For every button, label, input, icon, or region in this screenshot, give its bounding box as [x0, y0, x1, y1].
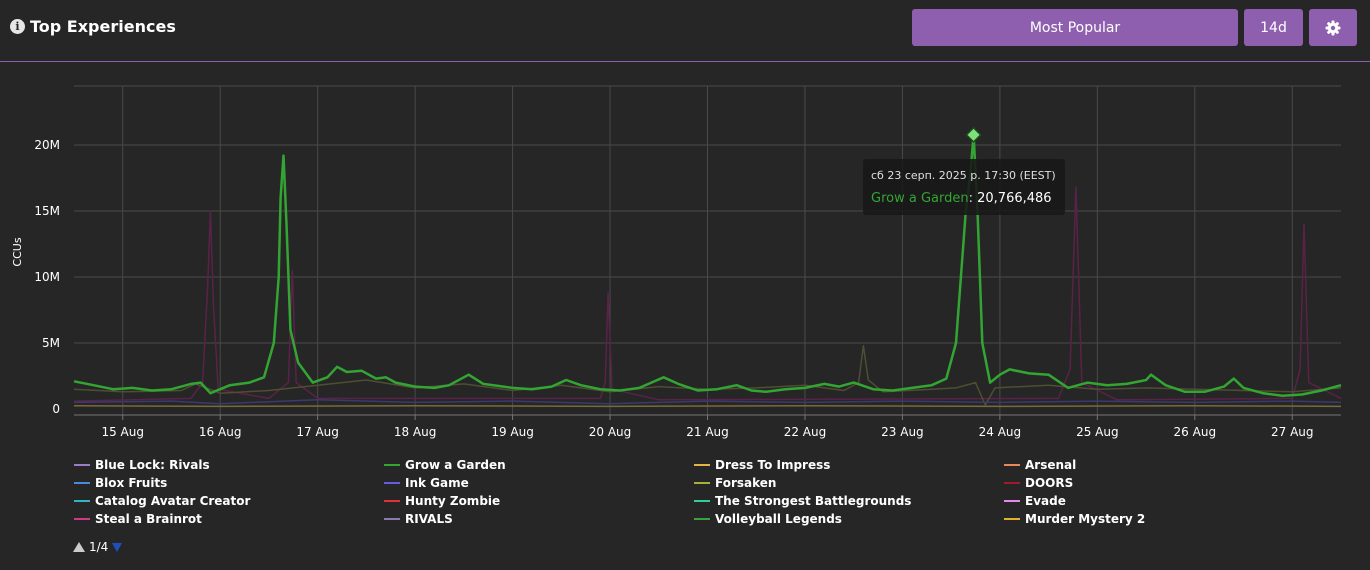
legend-item-volleyball-legends[interactable]: Volleyball Legends	[694, 512, 842, 526]
legend-swatch	[384, 464, 400, 466]
legend-item-the-strongest-battlegrounds[interactable]: The Strongest Battlegrounds	[694, 494, 911, 508]
legend-item-catalog-avatar-creator[interactable]: Catalog Avatar Creator	[74, 494, 250, 508]
legend-swatch	[384, 482, 400, 484]
legend-item-rivals[interactable]: RIVALS	[384, 512, 453, 526]
triangle-down-icon[interactable]	[112, 542, 123, 552]
legend-item-grow-a-garden[interactable]: Grow a Garden	[384, 458, 506, 472]
chart-series-main[interactable]	[73, 133, 1342, 398]
legend-swatch	[694, 518, 710, 520]
y-tick-label: 5M	[42, 336, 60, 350]
legend-swatch	[74, 500, 90, 502]
tooltip-value-line: Grow a Garden: 20,766,486	[871, 191, 1052, 206]
series-line-grow-a-garden[interactable]	[73, 133, 1342, 398]
x-tick-label: 26 Aug	[1174, 425, 1217, 439]
legend-item-murder-mystery-2[interactable]: Murder Mystery 2	[1004, 512, 1145, 526]
series-line-steal-a-brainrot[interactable]	[73, 186, 1342, 402]
tooltip-point-marker	[965, 126, 982, 144]
gear-icon	[1325, 20, 1341, 35]
legend-item-forsaken[interactable]: Forsaken	[694, 476, 776, 490]
legend-label: Volleyball Legends	[715, 512, 842, 526]
legend-item-ink-game[interactable]: Ink Game	[384, 476, 469, 490]
legend-label: Steal a Brainrot	[95, 512, 202, 526]
legend-swatch	[1004, 500, 1020, 502]
x-tick-label: 22 Aug	[784, 425, 827, 439]
line-chart: 0 5M 10M 15M 20M 15 Aug 16 Aug 17 Aug 18 Aug 19 A…	[11, 85, 1342, 439]
legend-item-doors[interactable]: DOORS	[1004, 476, 1073, 490]
sort-most-popular-button[interactable]: Most Popular	[912, 9, 1238, 46]
series-line-blox-fruits[interactable]	[73, 399, 1342, 405]
legend-swatch	[694, 482, 710, 484]
time-range-button[interactable]: 14d	[1244, 9, 1303, 46]
legend-swatch	[74, 518, 90, 520]
legend-swatch	[74, 482, 90, 484]
legend-page-indicator: 1/4	[89, 540, 109, 554]
x-tick-label: 20 Aug	[589, 425, 632, 439]
legend-label: The Strongest Battlegrounds	[715, 494, 912, 508]
legend-swatch	[1004, 482, 1020, 484]
legend-label: Dress To Impress	[715, 458, 831, 472]
tooltip-series-name: Grow a Garden	[871, 191, 969, 206]
y-tick-label: 10M	[34, 270, 60, 284]
legend-label: RIVALS	[405, 512, 453, 526]
chart-axes: 0 5M 10M 15M 20M 15 Aug 16 Aug 17 Aug 18 Aug 19 A…	[34, 138, 1341, 439]
legend-label: Blox Fruits	[95, 476, 168, 490]
legend-label: Hunty Zombie	[405, 494, 501, 508]
series-line-dress-to-impress[interactable]	[73, 404, 1342, 408]
legend-label: Grow a Garden	[405, 458, 506, 472]
legend-item-evade[interactable]: Evade	[1004, 494, 1066, 508]
legend-item-dress-to-impress[interactable]: Dress To Impress	[694, 458, 830, 472]
y-axis-label: CCUs	[11, 237, 24, 266]
triangle-up-icon[interactable]	[73, 542, 85, 552]
y-tick-label: 20M	[34, 138, 60, 152]
settings-button[interactable]	[1309, 9, 1357, 46]
legend-item-steal-a-brainrot[interactable]: Steal a Brainrot	[74, 512, 202, 526]
x-tick-label: 25 Aug	[1076, 425, 1119, 439]
legend-item-blue-lock-rivals[interactable]: Blue Lock: Rivals	[74, 458, 210, 472]
tooltip-value: 20,766,486	[977, 191, 1051, 206]
legend-item-blox-fruits[interactable]: Blox Fruits	[74, 476, 167, 490]
y-tick-label: 15M	[34, 204, 60, 218]
x-tick-label: 27 Aug	[1271, 425, 1314, 439]
legend-swatch	[694, 464, 710, 466]
legend-item-arsenal[interactable]: Arsenal	[1004, 458, 1076, 472]
legend-label: Arsenal	[1025, 458, 1077, 472]
x-tick-label: 18 Aug	[394, 425, 437, 439]
legend-swatch	[1004, 518, 1020, 520]
header: i Top Experiences Most Popular 14d	[0, 0, 1370, 62]
chart-legend: Blue Lock: Rivals Grow a Garden Dress To I…	[74, 458, 1354, 534]
chart-tooltip: сб 23 серп. 2025 р. 17:30 (EEST) Grow a …	[863, 159, 1065, 215]
x-tick-label: 21 Aug	[686, 425, 729, 439]
title-wrap: i Top Experiences	[10, 17, 176, 36]
legend-label: Forsaken	[715, 476, 777, 490]
tooltip-box	[863, 159, 1065, 215]
legend-pager: 1/4	[73, 540, 123, 554]
x-tick-label: 23 Aug	[881, 425, 924, 439]
legend-item-hunty-zombie[interactable]: Hunty Zombie	[384, 494, 500, 508]
legend-swatch	[1004, 464, 1020, 466]
hover-marker	[965, 126, 982, 144]
page-title: Top Experiences	[30, 17, 176, 36]
x-tick-label: 15 Aug	[101, 425, 144, 439]
legend-swatch	[74, 464, 90, 466]
y-tick-label: 0	[52, 402, 60, 416]
tooltip-date: сб 23 серп. 2025 р. 17:30 (EEST)	[871, 169, 1056, 182]
legend-swatch	[384, 518, 400, 520]
legend-label: Ink Game	[405, 476, 469, 490]
legend-label: Evade	[1025, 494, 1066, 508]
legend-label: Blue Lock: Rivals	[95, 458, 210, 472]
x-tick-label: 24 Aug	[979, 425, 1022, 439]
chart-grid	[74, 85, 1341, 415]
legend-label: Murder Mystery 2	[1025, 512, 1146, 526]
x-tick-label: 17 Aug	[296, 425, 339, 439]
x-tick-label: 19 Aug	[491, 425, 534, 439]
x-tick-label: 16 Aug	[199, 425, 242, 439]
legend-swatch	[384, 500, 400, 502]
legend-label: DOORS	[1025, 476, 1074, 490]
legend-swatch	[694, 500, 710, 502]
tooltip-separator: :	[969, 191, 978, 206]
info-icon[interactable]: i	[10, 19, 25, 34]
legend-label: Catalog Avatar Creator	[95, 494, 251, 508]
